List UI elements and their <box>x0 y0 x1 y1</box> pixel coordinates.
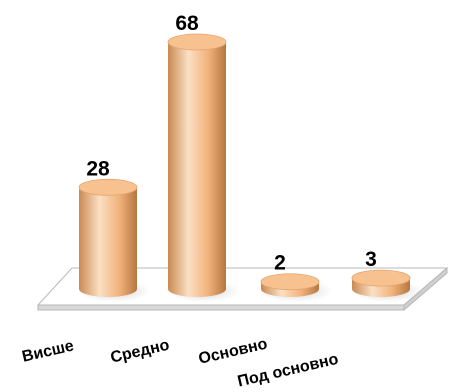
value-labels: 28 68 2 3 <box>86 12 377 275</box>
category-label: Висше <box>20 337 75 365</box>
category-label: Основно <box>197 335 269 367</box>
bar-top <box>78 178 138 196</box>
floor-front <box>37 304 405 311</box>
floor-side <box>403 266 448 312</box>
bar-series <box>77 33 424 302</box>
bar-top <box>260 273 320 291</box>
value-label: 28 <box>86 157 110 180</box>
value-label: 3 <box>365 248 377 271</box>
value-label: 68 <box>175 12 199 35</box>
value-label: 2 <box>274 252 286 275</box>
bar-top <box>351 269 411 287</box>
category-label: Средно <box>109 337 171 367</box>
category-label: Под основно <box>236 351 340 391</box>
bar-top <box>167 33 227 51</box>
bar <box>79 187 137 297</box>
bar <box>168 42 226 297</box>
